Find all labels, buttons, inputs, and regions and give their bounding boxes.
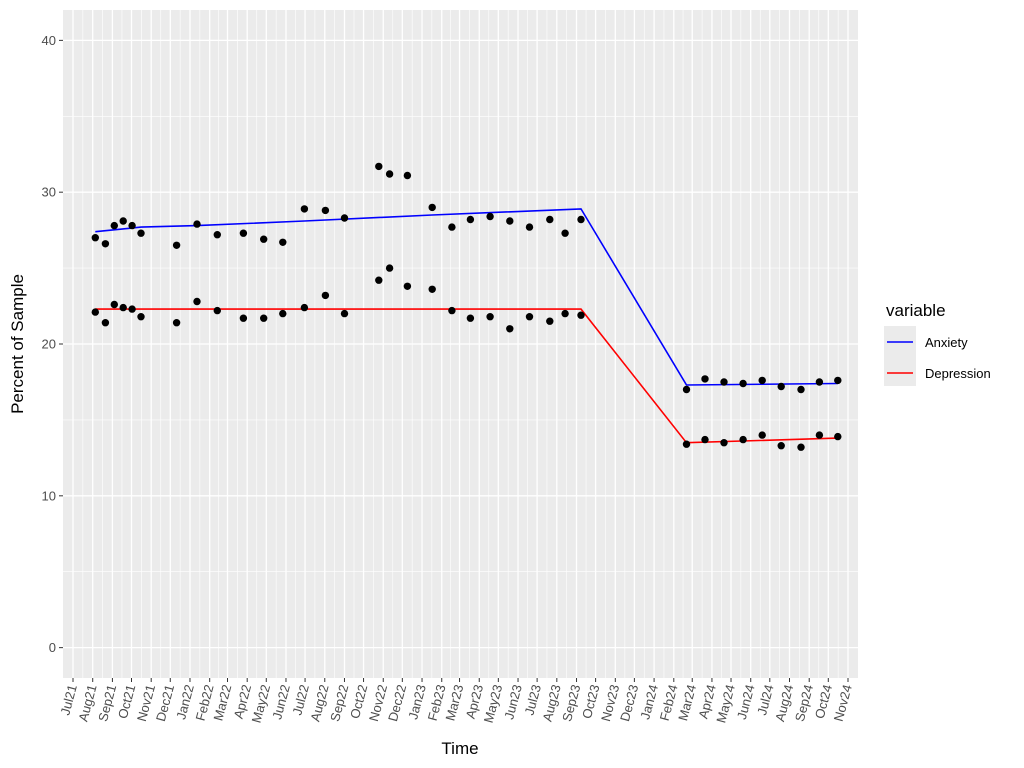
x-tick-label: Jun22 (269, 683, 293, 721)
data-point-depression (739, 435, 747, 444)
legend: variable Anxiety Depression (884, 301, 991, 386)
data-point-depression (340, 309, 349, 318)
y-axis: 0 10 20 30 40 (42, 33, 63, 655)
data-point-depression (239, 314, 248, 322)
data-point-anxiety (321, 206, 330, 215)
data-point-depression (577, 311, 585, 319)
y-tick-label: 0 (49, 640, 56, 655)
data-point-anxiety (739, 379, 747, 388)
data-point-depression (403, 282, 412, 290)
data-point-anxiety (239, 229, 248, 237)
data-point-depression (506, 325, 514, 333)
data-point-anxiety (193, 220, 201, 228)
data-point-anxiety (260, 235, 268, 243)
data-point-anxiety (720, 378, 728, 386)
data-point-anxiety (172, 241, 181, 249)
data-point-depression (682, 440, 691, 448)
data-point-depression (279, 309, 287, 318)
data-point-depression (701, 435, 709, 444)
data-point-anxiety (385, 170, 394, 178)
data-point-anxiety (119, 217, 127, 225)
data-point-depression (815, 431, 824, 439)
data-point-anxiety (834, 376, 842, 385)
data-point-anxiety (758, 376, 766, 385)
data-point-anxiety (701, 375, 709, 383)
data-point-depression (375, 276, 383, 284)
data-point-anxiety (375, 162, 383, 171)
data-point-anxiety (91, 234, 100, 242)
data-point-depression (91, 308, 100, 316)
x-axis-title: Time (441, 739, 478, 758)
data-point-depression (101, 319, 110, 327)
data-point-anxiety (279, 238, 287, 246)
data-point-anxiety (300, 205, 309, 213)
data-point-anxiety (682, 385, 691, 394)
data-point-anxiety (448, 223, 456, 231)
y-tick-label: 20 (42, 337, 56, 352)
data-point-depression (428, 285, 436, 293)
data-point-depression (777, 442, 785, 450)
data-point-depression (213, 306, 221, 315)
data-point-anxiety (110, 221, 119, 230)
data-point-anxiety (546, 215, 554, 224)
data-point-depression (720, 439, 728, 447)
data-point-depression (321, 291, 330, 300)
data-point-depression (797, 443, 805, 451)
trend-line-anxiety (95, 208, 838, 386)
x-tick-label: Jun23 (501, 683, 525, 721)
y-axis-title: Percent of Sample (8, 274, 27, 414)
data-point-anxiety (777, 382, 785, 391)
data-point-anxiety (403, 171, 412, 180)
data-point-anxiety (428, 203, 436, 212)
y-tick-label: 10 (42, 488, 56, 503)
data-point-anxiety (815, 378, 824, 386)
data-point-depression (834, 432, 842, 441)
data-point-depression (193, 297, 201, 306)
data-point-anxiety (486, 212, 494, 221)
data-point-depression (486, 313, 494, 321)
data-point-anxiety (561, 229, 569, 237)
legend-label-depression: Depression (925, 366, 991, 381)
data-point-depression (110, 300, 119, 309)
data-point-anxiety (797, 385, 805, 394)
data-point-anxiety (101, 240, 110, 248)
data-point-depression (448, 306, 456, 315)
data-point-anxiety (525, 223, 534, 231)
data-point-depression (385, 264, 394, 272)
data-point-anxiety (466, 215, 475, 224)
data-point-depression (525, 313, 534, 321)
data-point-depression (172, 319, 181, 327)
data-point-anxiety (506, 217, 514, 225)
y-tick-label: 30 (42, 185, 56, 200)
y-tick-label: 40 (42, 33, 56, 48)
data-point-depression (260, 314, 268, 322)
trend-line-depression (95, 308, 838, 444)
x-axis: Jul21Aug21Sep21Oct21Nov21Dec21Jan22Feb22… (57, 678, 855, 724)
data-point-anxiety (128, 221, 136, 230)
data-point-anxiety (137, 229, 145, 237)
data-point-anxiety (213, 231, 221, 239)
data-points (91, 162, 842, 451)
legend-title: variable (886, 301, 946, 320)
x-tick-label: Jun24 (734, 683, 758, 721)
data-point-depression (546, 317, 554, 325)
data-point-depression (300, 303, 309, 312)
data-point-depression (561, 309, 569, 318)
data-point-depression (128, 305, 136, 313)
legend-key-bg (884, 326, 916, 386)
data-point-depression (466, 314, 475, 322)
major-grid (63, 10, 858, 678)
data-point-anxiety (340, 214, 349, 222)
trend-lines (95, 208, 838, 444)
legend-label-anxiety: Anxiety (925, 335, 968, 350)
data-point-depression (119, 303, 127, 312)
data-point-depression (137, 313, 145, 321)
data-point-depression (758, 431, 766, 439)
data-point-anxiety (577, 215, 585, 224)
